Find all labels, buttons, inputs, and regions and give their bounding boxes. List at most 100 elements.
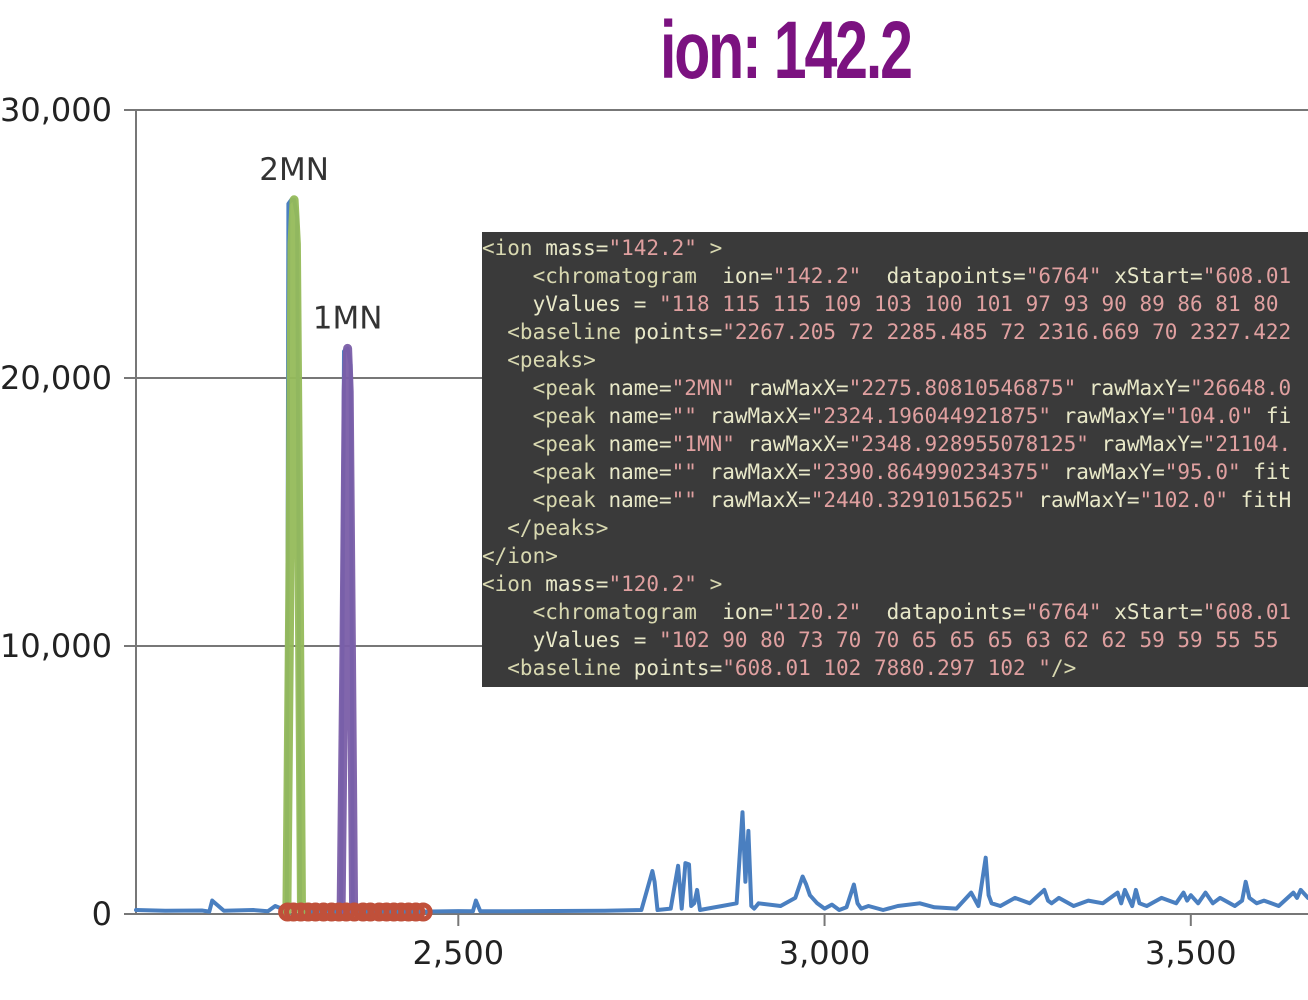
xml-line: <peaks> — [482, 346, 1308, 374]
xml-token-val: "118 115 115 109 103 100 101 97 93 90 89… — [659, 292, 1279, 316]
peak-label: 1MN — [313, 300, 383, 336]
xml-line: <ion mass="120.2" > — [482, 570, 1308, 598]
xml-token-tag: <peak — [482, 404, 609, 428]
y-tick-label: 20,000 — [0, 359, 112, 397]
xml-token-tag: </ion> — [482, 544, 558, 568]
xml-token-attr: rawMaxX= — [734, 432, 849, 456]
xml-token-attr: rawMaxY= — [1088, 432, 1203, 456]
chart-title: ion: 142.2 — [660, 5, 913, 96]
xml-token-attr: points= — [633, 320, 723, 344]
y-axis-ticks: 0 10,000 20,000 30,000 — [0, 91, 112, 933]
xml-token-attr: rawMaxX= — [734, 376, 849, 400]
xml-line: <peak name="1MN" rawMaxX="2348.928955078… — [482, 430, 1308, 458]
xml-token-attr: points= — [633, 656, 723, 680]
xml-token-tag: <chromatogram — [482, 264, 723, 288]
xml-token-tag: <peak — [482, 432, 609, 456]
peak-labels: 2MN 1MN — [259, 152, 382, 337]
xml-token-tag: > — [696, 236, 723, 260]
xml-line: </peaks> — [482, 514, 1308, 542]
xml-token-attr: rawMaxY= — [1050, 460, 1165, 484]
xml-line: <peak name="" rawMaxX="2390.864990234375… — [482, 458, 1308, 486]
xml-line: <peak name="" rawMaxX="2440.3291015625" … — [482, 486, 1308, 514]
baseline-marker — [406, 902, 426, 922]
xml-token-tag: > — [696, 572, 723, 596]
xml-token-attr: rawMaxX= — [696, 488, 811, 512]
xml-token-tag: <baseline — [482, 656, 634, 680]
xml-token-attr: xStart= — [1101, 600, 1203, 624]
xml-token-val: "6764" — [1025, 600, 1102, 624]
xml-line: <baseline points="2267.205 72 2285.485 7… — [482, 318, 1308, 346]
xml-token-tag: <peak — [482, 488, 609, 512]
xml-token-val: "120.2" — [608, 572, 697, 596]
xml-line: yValues = "118 115 115 109 103 100 101 9… — [482, 290, 1308, 318]
xml-token-attr: fitH — [1228, 488, 1292, 512]
xml-token-val: "2267.205 72 2285.485 72 2316.669 70 232… — [722, 320, 1292, 344]
xml-line: <peak name="" rawMaxX="2324.196044921875… — [482, 402, 1308, 430]
xml-overlay-panel: <ion mass="142.2" > <chromatogram ion="1… — [482, 232, 1308, 687]
xml-token-attr: name= — [608, 376, 672, 400]
chart-title-wrap: ion: 142.2 — [0, 0, 1308, 100]
xml-token-val: "2324.196044921875" — [810, 404, 1051, 428]
xml-line: <chromatogram ion="142.2" datapoints="67… — [482, 262, 1308, 290]
xml-token-val: "26648.0 — [1190, 376, 1292, 400]
xml-token-attr: yValues = — [482, 292, 660, 316]
xml-token-val: "2440.3291015625" — [810, 488, 1026, 512]
xml-token-val: "142.2" — [608, 236, 697, 260]
xml-token-attr: fi — [1253, 404, 1292, 428]
xml-token-tag: <baseline — [482, 320, 634, 344]
xml-token-val: "2390.864990234375" — [810, 460, 1051, 484]
xml-token-val: "142.2" — [772, 264, 862, 288]
x-tick-label: 2,500 — [412, 934, 504, 972]
y-tick-label: 0 — [92, 895, 112, 933]
xml-token-tag: <peak — [482, 376, 609, 400]
xml-token-tag: <peak — [482, 460, 609, 484]
xml-token-val: "21104. — [1202, 432, 1292, 456]
xml-line: yValues = "102 90 80 73 70 70 65 65 65 6… — [482, 626, 1308, 654]
series-line-2mn — [282, 195, 306, 916]
xml-token-attr: name= — [608, 432, 672, 456]
x-tick-label: 3,000 — [779, 934, 871, 972]
xml-token-val: "104.0" — [1164, 404, 1254, 428]
peak-label: 2MN — [259, 152, 329, 188]
xml-token-attr: name= — [608, 404, 672, 428]
xml-token-attr: datapoints= — [861, 600, 1026, 624]
xml-token-tag: <ion — [482, 572, 546, 596]
xml-line: <chromatogram ion="120.2" datapoints="67… — [482, 598, 1308, 626]
xml-line: <ion mass="142.2" > — [482, 234, 1308, 262]
xml-token-val: "102 90 80 73 70 70 65 65 65 63 62 62 59… — [659, 628, 1279, 652]
xml-line: <peak name="2MN" rawMaxX="2275.808105468… — [482, 374, 1308, 402]
xml-token-attr: rawMaxY= — [1076, 376, 1191, 400]
xml-token-attr: ion= — [722, 600, 773, 624]
xml-token-tag: <chromatogram — [482, 600, 723, 624]
xml-token-attr: fit — [1240, 460, 1292, 484]
y-tick-label: 10,000 — [0, 627, 112, 665]
xml-token-attr: datapoints= — [861, 264, 1026, 288]
xml-token-val: "608.01 102 7880.297 102 " — [722, 656, 1051, 680]
xml-token-attr: rawMaxX= — [696, 460, 811, 484]
xml-token-val: "120.2" — [772, 600, 862, 624]
xml-token-val: "2348.928955078125" — [848, 432, 1089, 456]
xml-token-val: "2275.80810546875" — [848, 376, 1077, 400]
xml-token-val: "1MN" — [671, 432, 735, 456]
xml-token-val: "608.01 — [1202, 264, 1292, 288]
xml-token-val: "608.01 — [1202, 600, 1292, 624]
baseline-markers — [278, 902, 433, 922]
xml-token-tag: /> — [1050, 656, 1077, 680]
xml-token-attr: name= — [608, 460, 672, 484]
xml-token-attr: ion= — [722, 264, 773, 288]
xml-token-val: "95.0" — [1164, 460, 1241, 484]
baseline-marker — [336, 902, 356, 922]
series-line-1mn — [336, 343, 359, 916]
xml-token-attr: rawMaxY= — [1050, 404, 1165, 428]
xml-token-val: "" — [671, 460, 697, 484]
series-group — [134, 195, 1308, 916]
xml-token-val: "2MN" — [671, 376, 735, 400]
xml-token-val: "" — [671, 488, 697, 512]
xml-token-attr: yValues = — [482, 628, 660, 652]
xml-token-val: "6764" — [1025, 264, 1102, 288]
xml-token-attr: name= — [608, 488, 672, 512]
xml-token-attr: xStart= — [1101, 264, 1203, 288]
x-axis-ticks: 2,500 3,000 3,500 — [412, 934, 1236, 972]
xml-token-tag: </peaks> — [482, 516, 609, 540]
